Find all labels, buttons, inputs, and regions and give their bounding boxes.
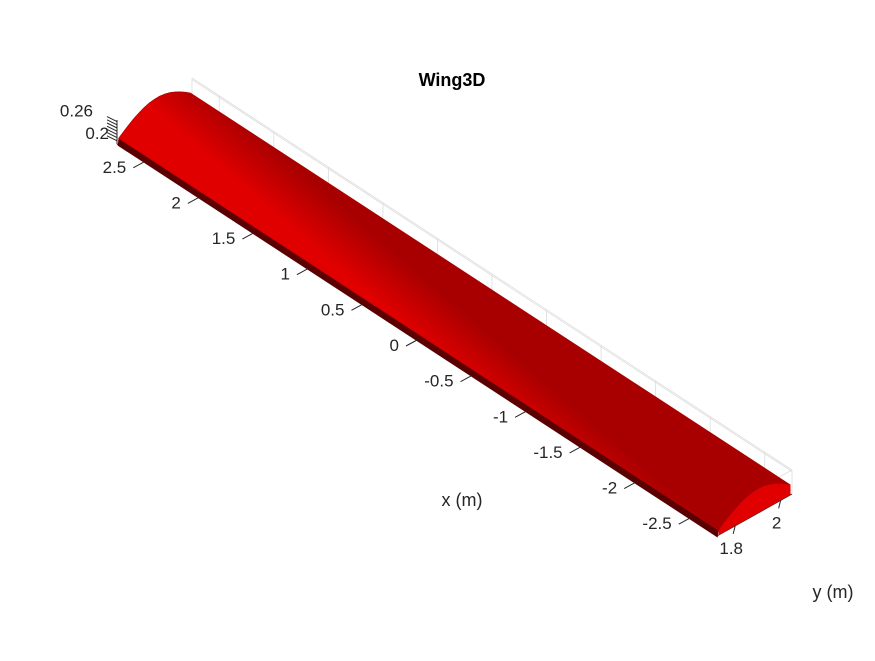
- y-tick-0: [732, 525, 736, 534]
- x-tick-label-3: -1: [493, 407, 508, 426]
- wing-surface: [117, 91, 791, 538]
- z-tick-2: [106, 128, 118, 135]
- tick-labels: -2.5 -2 -1.5 -1 -0.5 0 0.5 1 1.5 2 2.5 1.8 2 0.2 0.26: [60, 102, 781, 558]
- x-tick-7: [296, 268, 309, 276]
- x-tick-label-10: 2.5: [103, 158, 127, 177]
- wing-top-surface: [118, 91, 791, 531]
- x-tick-label-8: 1.5: [212, 229, 236, 248]
- y-tick-label-0: 1.8: [719, 539, 743, 558]
- x-tick-label-4: -0.5: [424, 372, 453, 391]
- wing-tip-front: [718, 483, 791, 536]
- x-tick-label-6: 0.5: [321, 300, 345, 319]
- x-axis-label: x (m): [442, 490, 483, 510]
- grid-line-z-1: [191, 79, 793, 472]
- z-tick-5: [106, 119, 118, 126]
- x-tick-6: [351, 303, 363, 311]
- x-tick-label-2: -1.5: [533, 443, 562, 462]
- x-tick-label-1: -2: [602, 479, 617, 498]
- x-tick-label-9: 2: [171, 193, 180, 212]
- z-tick-4: [106, 122, 118, 129]
- x-tick-label-5: 0: [390, 336, 399, 355]
- x-tick-3: [514, 410, 527, 418]
- chart-title: Wing3D: [419, 70, 486, 90]
- y-axis-label: y (m): [813, 582, 854, 602]
- z-tick-3: [106, 125, 118, 132]
- y-tick-label-1: 2: [772, 513, 781, 532]
- z-tick-0: [106, 135, 118, 142]
- y-tick-1: [778, 500, 782, 509]
- x-tick-1: [623, 482, 636, 489]
- z-tick-6: [106, 116, 118, 123]
- x-tick-label-7: 1: [280, 265, 289, 284]
- z-tick-label-1: 0.26: [60, 102, 93, 121]
- x-tick-10: [133, 161, 145, 169]
- z-tick-1: [106, 132, 118, 139]
- x-tick-8: [242, 232, 254, 240]
- grid-edge-2: [191, 77, 793, 471]
- x-tick-label-0: -2.5: [642, 514, 671, 533]
- x-tick-2: [569, 446, 581, 454]
- x-tick-9: [187, 197, 200, 204]
- x-tick-4: [460, 375, 472, 383]
- x-tick-5: [405, 339, 418, 347]
- z-tick-label-0: 0.2: [85, 124, 109, 143]
- x-tick-0: [678, 517, 690, 525]
- wing-underside: [117, 138, 719, 538]
